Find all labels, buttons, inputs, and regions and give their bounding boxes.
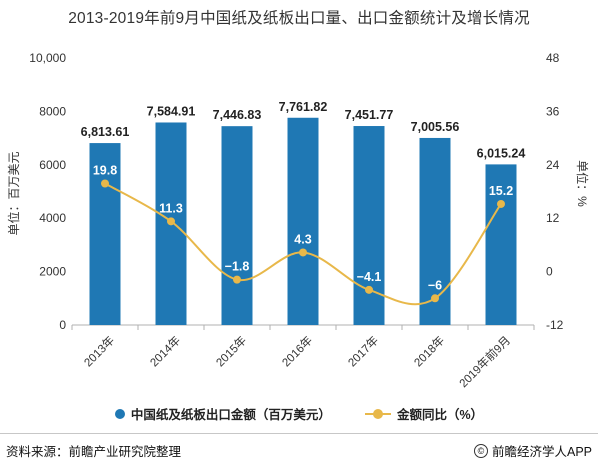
legend-item-line: 金额同比（%） bbox=[364, 404, 484, 423]
y-left-tick-label: 4000 bbox=[39, 211, 66, 225]
y-right-tick-label: 48 bbox=[546, 51, 560, 65]
y-left-tick-label: 6000 bbox=[39, 158, 66, 172]
yoy-point bbox=[431, 294, 439, 303]
source-note: 资料来源：前瞻产业研究院整理 bbox=[6, 445, 182, 459]
bar bbox=[287, 117, 319, 326]
y-left-tick-label: 0 bbox=[59, 318, 66, 332]
yoy-point bbox=[101, 179, 109, 188]
legend-line-swatch bbox=[364, 408, 391, 419]
bar-value-label: 7,005.56 bbox=[411, 120, 460, 134]
y-right-tick-label: 36 bbox=[546, 104, 560, 118]
yoy-value-label: −6 bbox=[428, 278, 442, 292]
bar bbox=[89, 143, 121, 325]
brand-name: 前瞻经济学人APP bbox=[491, 445, 592, 459]
yoy-point bbox=[167, 217, 175, 226]
x-tick-label: 2019年前9月 bbox=[456, 333, 513, 390]
legend: 中国纸及纸板出口金额（百万美元） 金额同比（%） bbox=[0, 404, 598, 423]
yoy-value-label: 11.3 bbox=[159, 201, 183, 215]
bar bbox=[485, 164, 517, 325]
x-tick-label: 2014年 bbox=[147, 333, 183, 369]
footer-divider bbox=[0, 433, 598, 434]
y-left-axis-label: 单位：百万美元 bbox=[6, 151, 21, 235]
combo-chart: 0 2000 4000 6000 8000 10,000 -12 0 12 24 36 48 单位：百万… bbox=[6, 51, 590, 390]
x-tick-label: 2018年 bbox=[411, 333, 447, 369]
chart-title: 2013-2019年前9月中国纸及纸板出口量、出口金额统计及增长情况 bbox=[68, 10, 530, 27]
y-right-tick-label: 24 bbox=[546, 158, 560, 172]
yoy-value-label: −4.1 bbox=[357, 270, 382, 284]
bar-value-label: 6,813.61 bbox=[81, 125, 130, 139]
bar bbox=[221, 126, 253, 325]
y-left-tick-label: 2000 bbox=[39, 265, 66, 279]
bar bbox=[353, 126, 385, 325]
y-right-tick-label: -12 bbox=[546, 318, 564, 332]
legend-bar-swatch bbox=[114, 408, 125, 419]
x-tick-label: 2015年 bbox=[213, 333, 249, 369]
yoy-point bbox=[365, 285, 373, 294]
copyright-icon: © bbox=[473, 443, 488, 458]
yoy-point bbox=[233, 275, 241, 284]
bar-value-label: 7,584.91 bbox=[147, 104, 196, 118]
yoy-value-label: 19.8 bbox=[93, 163, 117, 177]
bar-value-label: 7,446.83 bbox=[213, 108, 262, 122]
y-right-tick-label: 0 bbox=[546, 265, 553, 279]
bar-value-label: 7,451.77 bbox=[345, 108, 394, 122]
yoy-value-label: −1.8 bbox=[225, 260, 250, 274]
brand-credit: © 前瞻经济学人APP bbox=[473, 441, 592, 460]
y-left-tick-label: 8000 bbox=[39, 104, 66, 118]
y-right-tick-label: 12 bbox=[546, 211, 560, 225]
y-right-axis-label: 单位：% bbox=[575, 160, 590, 207]
x-tick-label: 2013年 bbox=[81, 333, 117, 369]
bar-value-label: 6,015.24 bbox=[477, 146, 526, 160]
legend-item-bar: 中国纸及纸板出口金额（百万美元） bbox=[114, 404, 331, 423]
x-tick-label: 2016年 bbox=[279, 333, 315, 369]
x-tick-label: 2017年 bbox=[345, 333, 381, 369]
bar bbox=[419, 137, 451, 325]
yoy-value-label: 15.2 bbox=[489, 184, 513, 198]
bar-value-label: 7,761.82 bbox=[279, 100, 328, 114]
yoy-point bbox=[497, 199, 505, 208]
yoy-value-label: 4.3 bbox=[294, 232, 311, 246]
yoy-point bbox=[299, 248, 307, 257]
legend-bar-label: 中国纸及纸板出口金额（百万美元） bbox=[130, 408, 331, 422]
legend-line-label: 金额同比（%） bbox=[396, 408, 484, 422]
y-left-tick-label: 10,000 bbox=[29, 51, 66, 65]
